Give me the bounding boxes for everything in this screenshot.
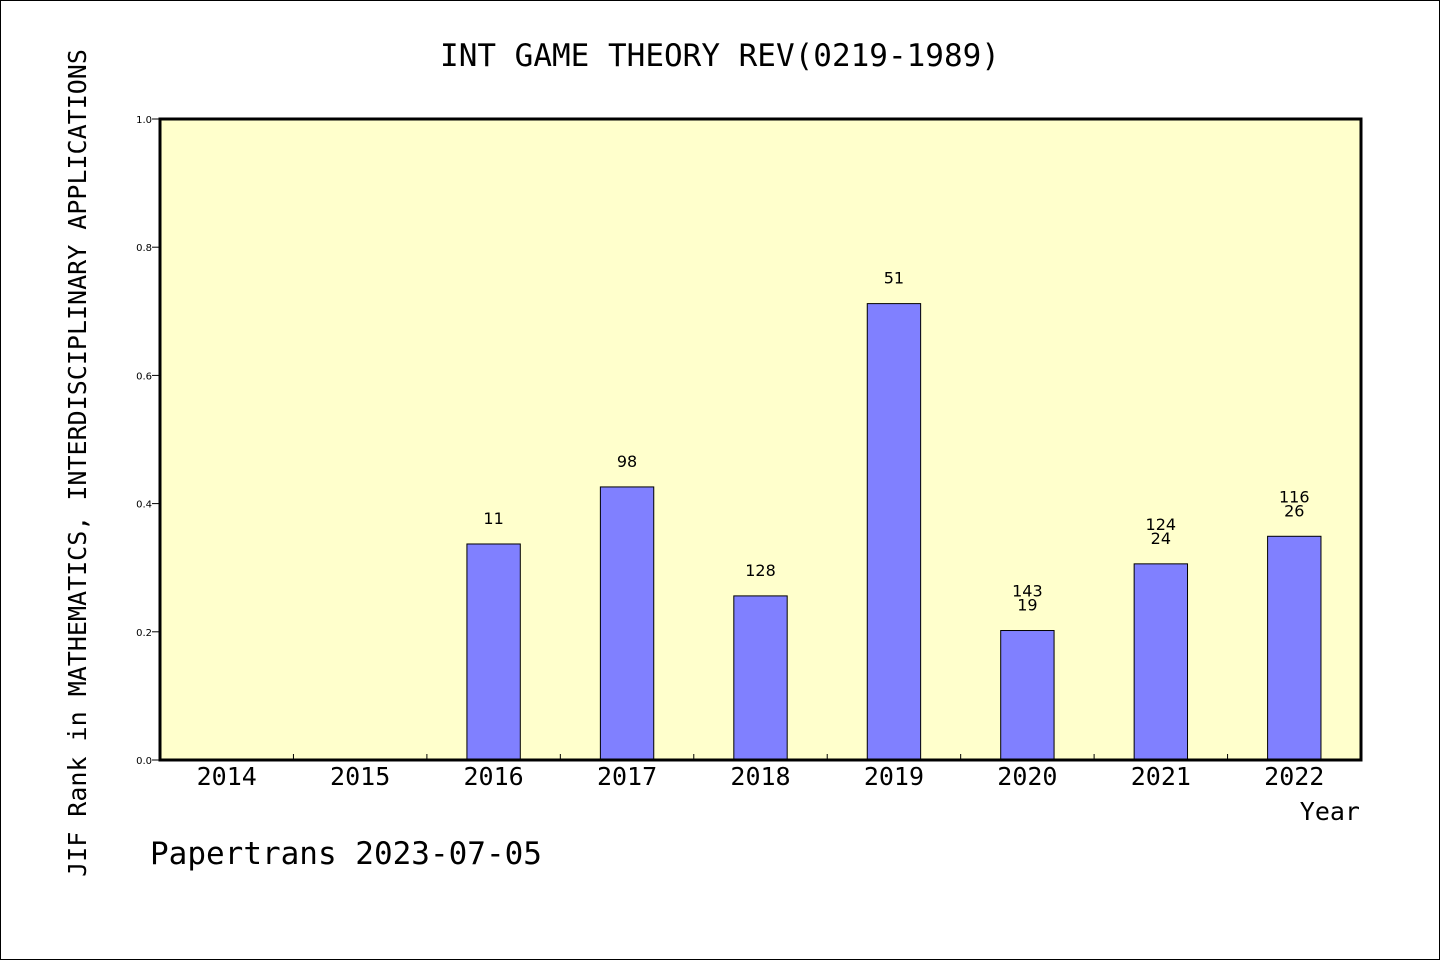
bar-value-label-2021-2: 24 [1151, 529, 1171, 548]
y-axis-label: JIF Rank in MATHEMATICS, INTERDISCIPLINA… [63, 49, 92, 877]
x-tick-label-2015: 2015 [330, 762, 390, 791]
bar-value-label-2020-2: 19 [1017, 596, 1037, 615]
plot-frame [158, 117, 1363, 762]
x-tick-label-2014: 2014 [197, 762, 257, 791]
x-tick-label-2019: 2019 [864, 762, 924, 791]
bar-value-label-2020-1: 143 [1012, 582, 1043, 601]
y-tick-label-1.0: 1.0 [136, 115, 152, 126]
bar-2021 [1133, 563, 1189, 761]
y-tick-label-0.6: 0.6 [136, 371, 152, 382]
x-tick-label-2018: 2018 [730, 762, 790, 791]
y-axis-ticks: 0.0 0.2 0.4 0.6 0.8 1.0 [136, 115, 160, 767]
bar-value-label-2016: 11 [483, 509, 503, 528]
y-tick-label-0.2: 0.2 [136, 628, 152, 639]
x-axis-ticks: 2014 2015 2016 2017 2018 2019 2020 2021 2022 [197, 754, 1324, 791]
bar-value-label-2021-1: 124 [1146, 515, 1177, 534]
x-tick-label-2017: 2017 [597, 762, 657, 791]
bar-value-label-2017: 98 [617, 452, 637, 471]
bar-value-label-2018: 128 [745, 561, 776, 580]
bar-2020 [1000, 630, 1055, 761]
footer-credit: Papertrans 2023-07-05 [150, 836, 542, 872]
bar-2016 [466, 543, 521, 761]
bar-2017 [599, 486, 655, 761]
bar-2018 [733, 595, 788, 761]
x-tick-label-2021: 2021 [1131, 762, 1191, 791]
bar-2022 [1267, 535, 1322, 761]
bar-value-label-2022-1: 116 [1279, 487, 1310, 506]
x-tick-label-2022: 2022 [1264, 762, 1324, 791]
bar-2019 [866, 303, 922, 761]
x-tick-label-2020: 2020 [997, 762, 1057, 791]
bar-value-label-2022-2: 26 [1284, 501, 1304, 520]
y-tick-label-0.4: 0.4 [136, 500, 152, 511]
y-tick-label-0.0: 0.0 [136, 756, 152, 767]
bars-layer [466, 303, 1322, 761]
x-axis-label: Year [1300, 797, 1360, 826]
chart-title: INT GAME THEORY REV(0219-1989) [440, 38, 1000, 74]
bar-value-label-2019: 51 [884, 269, 904, 288]
y-tick-label-0.8: 0.8 [136, 243, 152, 254]
x-tick-label-2016: 2016 [464, 762, 524, 791]
